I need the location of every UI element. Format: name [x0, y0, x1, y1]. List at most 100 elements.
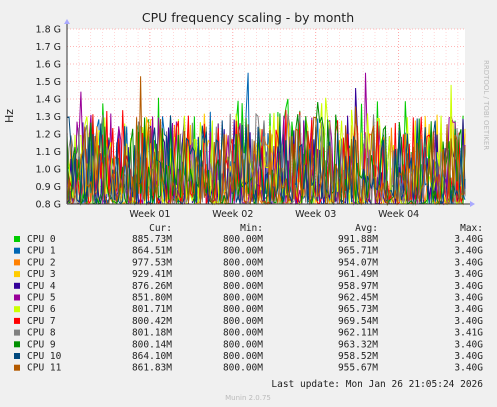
legend-cur: 864.10M — [132, 351, 172, 362]
legend-row: CPU 10 864.10M 800.00M 958.52M 3.40G — [14, 351, 483, 362]
legend-avg: 958.52M — [338, 351, 378, 362]
legend-cur: 929.41M — [132, 269, 172, 280]
y-tick-label: 1.3 G — [36, 112, 62, 123]
legend-min: 800.00M — [223, 363, 263, 374]
legend-min: 800.00M — [223, 234, 263, 245]
legend-avg: 955.67M — [338, 363, 378, 374]
legend-header-min: Min: — [240, 223, 263, 234]
legend-swatch — [14, 236, 20, 242]
legend-name: CPU 11 — [27, 363, 62, 374]
x-tick-label: Week 04 — [378, 209, 419, 220]
legend-row: CPU 2 977.53M 800.00M 954.07M 3.40G — [14, 257, 483, 268]
legend-cur: 800.14M — [132, 339, 172, 350]
legend-name: CPU 10 — [27, 351, 62, 362]
x-tick-label: Week 01 — [129, 209, 170, 220]
last-update: Last update: Mon Jan 26 21:05:24 2026 — [271, 379, 483, 390]
legend-min: 800.00M — [223, 257, 263, 268]
y-tick-label: 1.8 G — [36, 25, 62, 36]
legend-max: 3.40G — [454, 351, 483, 362]
y-tick-label: 0.9 G — [36, 182, 62, 193]
legend-swatch — [14, 317, 20, 324]
legend-max: 3.40G — [454, 293, 483, 304]
legend-header-max: Max: — [460, 223, 483, 234]
legend-name: CPU 4 — [27, 281, 56, 292]
x-tick-labels: Week 01 Week 02 Week 03 Week 04 — [129, 209, 419, 220]
y-tick-label: 1.4 G — [36, 95, 62, 106]
legend-swatch — [14, 271, 20, 278]
legend-row: CPU 1 864.51M 800.00M 965.71M 3.40G — [14, 246, 483, 257]
legend-swatch — [14, 294, 20, 301]
legend-header: Cur: Min: Avg: Max: — [149, 223, 483, 234]
legend-swatch — [14, 306, 20, 313]
legend-header-avg: Avg: — [355, 223, 378, 234]
legend-avg: 958.97M — [338, 281, 378, 292]
legend-max: 3.40G — [454, 363, 483, 374]
legend-row: CPU 5 851.80M 800.00M 962.45M 3.40G — [14, 293, 483, 304]
y-tick-label: 1.6 G — [36, 60, 62, 71]
legend-avg: 962.11M — [338, 328, 378, 339]
legend-max: 3.40G — [454, 316, 483, 327]
legend-max: 3.40G — [454, 257, 483, 268]
axes — [64, 19, 475, 207]
legend-min: 800.00M — [223, 269, 263, 280]
legend-cur: 801.18M — [132, 328, 172, 339]
legend-swatch — [14, 353, 20, 359]
legend-min: 800.00M — [223, 281, 263, 292]
legend-name: CPU 2 — [27, 257, 56, 268]
legend-avg: 954.07M — [338, 257, 378, 268]
x-tick-label: Week 03 — [295, 209, 336, 220]
legend-cur: 861.83M — [132, 363, 172, 374]
y-tick-label: 1.5 G — [36, 77, 62, 88]
legend-row: CPU 11 861.83M 800.00M 955.67M 3.40G — [14, 363, 483, 374]
legend-max: 3.40G — [454, 304, 483, 315]
legend-row: CPU 6 801.71M 800.00M 965.73M 3.40G — [14, 304, 483, 315]
legend-max: 3.40G — [454, 246, 483, 257]
legend-min: 800.00M — [223, 351, 263, 362]
legend-avg: 961.49M — [338, 269, 378, 280]
rrdtool-watermark: RRDTOOL / TOBI OETIKER — [482, 60, 490, 150]
legend-row: CPU 7 800.42M 800.00M 969.54M 3.40G — [14, 316, 483, 327]
legend-cur: 801.71M — [132, 304, 172, 315]
y-tick-label: 1.7 G — [36, 42, 62, 53]
legend-name: CPU 6 — [27, 304, 56, 315]
legend-min: 800.00M — [223, 246, 263, 257]
legend-swatch — [14, 259, 20, 266]
legend-row: CPU 3 929.41M 800.00M 961.49M 3.40G — [14, 269, 483, 280]
legend-row: CPU 9 800.14M 800.00M 963.32M 3.40G — [14, 339, 483, 350]
munin-version: Munin 2.0.75 — [225, 394, 271, 402]
legend-min: 800.00M — [223, 304, 263, 315]
legend-avg: 965.71M — [338, 246, 378, 257]
legend-min: 800.00M — [223, 316, 263, 327]
legend-name: CPU 8 — [27, 328, 56, 339]
y-axis-label: Hz — [3, 109, 16, 123]
y-tick-label: 1.1 G — [36, 147, 62, 158]
legend-swatch — [14, 341, 20, 348]
legend-name: CPU 0 — [27, 234, 56, 245]
legend-cur: 885.73M — [132, 234, 172, 245]
legend-min: 800.00M — [223, 293, 263, 304]
legend-row: CPU 0 885.73M 800.00M 991.88M 3.40G — [14, 234, 483, 245]
legend-row: CPU 4 876.26M 800.00M 958.97M 3.40G — [14, 281, 483, 292]
y-tick-label: 0.8 G — [36, 200, 62, 211]
legend-cur: 977.53M — [132, 257, 172, 268]
legend-cur: 876.26M — [132, 281, 172, 292]
x-axis-arrow-icon — [470, 201, 475, 207]
y-tick-label: 1.2 G — [36, 130, 62, 141]
legend-min: 800.00M — [223, 328, 263, 339]
legend-row: CPU 8 801.18M 800.00M 962.11M 3.41G — [14, 328, 483, 339]
legend-avg: 965.73M — [338, 304, 378, 315]
series-line-cpu-11 — [66, 76, 466, 206]
legend-header-cur: Cur: — [149, 223, 172, 234]
legend-cur: 851.80M — [132, 293, 172, 304]
y-tick-label: 1.0 G — [36, 165, 62, 176]
legend-swatch — [14, 364, 20, 371]
legend-name: CPU 9 — [27, 339, 56, 350]
legend-name: CPU 5 — [27, 293, 56, 304]
x-tick-label: Week 02 — [212, 209, 253, 220]
chart-title: CPU frequency scaling - by month — [142, 10, 354, 25]
legend-name: CPU 1 — [27, 246, 56, 257]
legend-cur: 864.51M — [132, 246, 172, 257]
y-tick-labels: 0.8 G 0.9 G 1.0 G 1.1 G 1.2 G 1.3 G 1.4 G 1.5 G… — [36, 25, 62, 211]
legend-max: 3.40G — [454, 339, 483, 350]
